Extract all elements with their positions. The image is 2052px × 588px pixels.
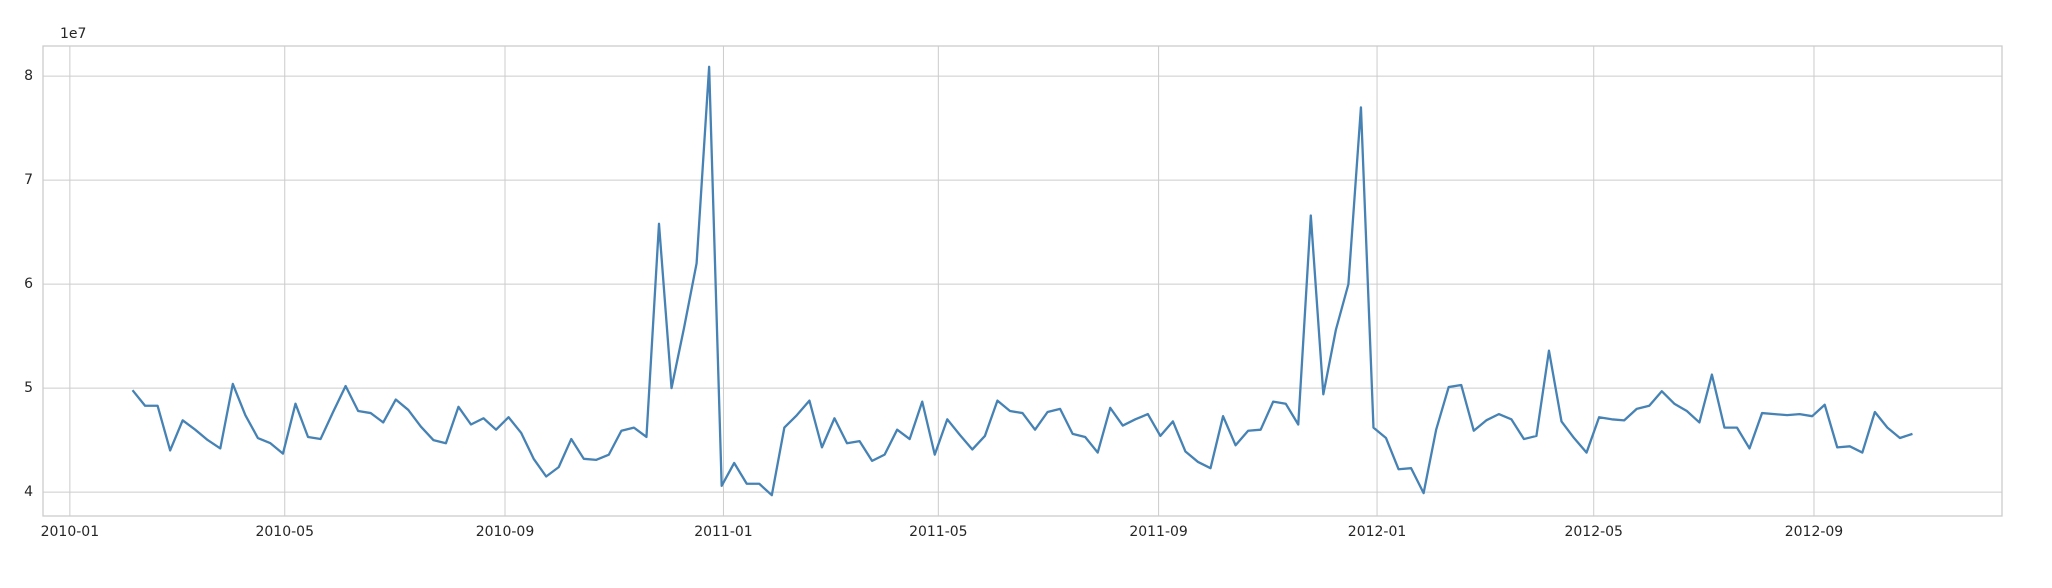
y-tick-label: 6 <box>24 276 33 292</box>
x-tick-label: 2010-09 <box>476 524 535 540</box>
x-tick-label: 2010-05 <box>255 524 314 540</box>
y-tick-label: 7 <box>24 172 33 188</box>
x-tick-label: 2011-01 <box>694 524 753 540</box>
y-tick-label: 4 <box>24 484 33 500</box>
x-tick-label: 2012-05 <box>1564 524 1623 540</box>
x-tick-label: 2011-09 <box>1129 524 1188 540</box>
x-tick-label: 2012-01 <box>1348 524 1407 540</box>
x-tick-label: 2012-09 <box>1785 524 1844 540</box>
plot-frame <box>42 45 2003 517</box>
x-tick-label: 2010-01 <box>41 524 100 540</box>
y-tick-label: 8 <box>24 68 33 84</box>
y-tick-label: 5 <box>24 380 33 396</box>
x-tick-label: 2011-05 <box>909 524 968 540</box>
offset-label: 1e7 <box>60 26 86 42</box>
data-line <box>131 65 1913 497</box>
